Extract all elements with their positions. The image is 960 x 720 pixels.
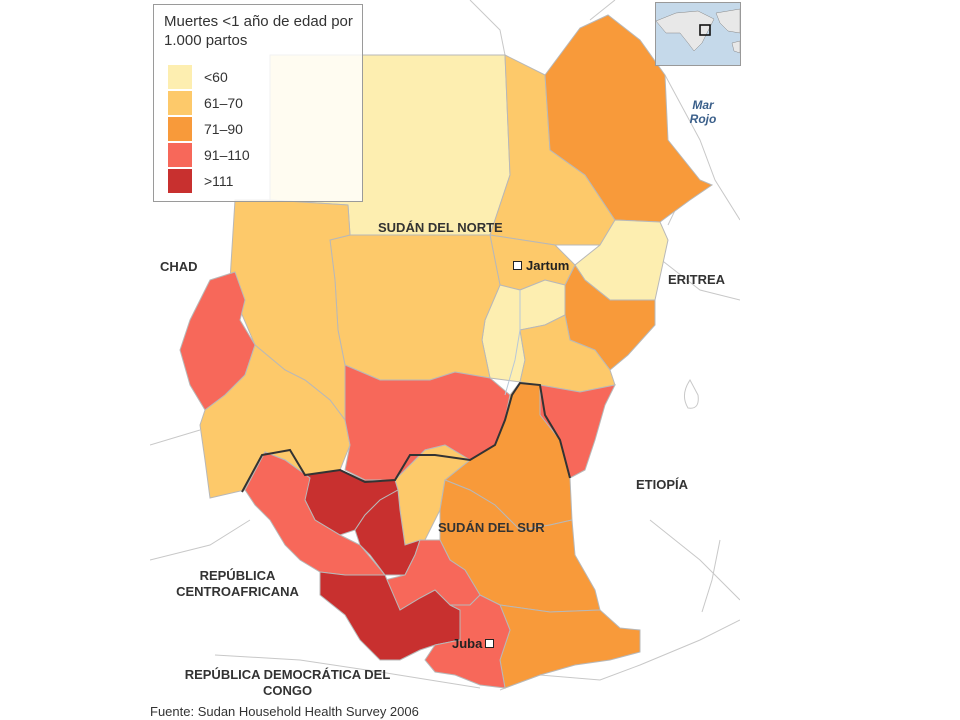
map-frame	[150, 0, 740, 720]
region-north-kordofan	[329, 234, 501, 381]
locator-inset	[655, 2, 741, 66]
legend-label: 61–70	[204, 95, 243, 111]
legend-label: 91–110	[204, 147, 250, 163]
city-label: Jartum	[526, 258, 570, 273]
legend-swatch	[168, 91, 192, 115]
locator-globe	[656, 8, 740, 54]
city-jartum: Jartum	[513, 258, 569, 273]
regions	[179, 14, 714, 689]
sudan-map	[150, 0, 740, 691]
legend: Muertes <1 año de edad por 1.000 partos …	[153, 4, 363, 202]
region-sennar	[519, 314, 616, 393]
label-rdc: REPÚBLICA DEMOCRÁTICA DEL CONGO	[184, 667, 391, 698]
city-juba: Juba	[452, 636, 495, 651]
legend-label: >111	[204, 173, 234, 189]
legend-swatch	[168, 143, 192, 167]
region-central-equatoria	[424, 594, 511, 689]
label-sudan-sur: SUDÁN DEL SUR	[438, 520, 545, 535]
nile-river	[504, 290, 521, 396]
legend-swatch	[168, 65, 192, 89]
label-chad: CHAD	[160, 259, 198, 274]
legend-item: 61–70	[168, 91, 243, 115]
source-note: Fuente: Sudan Household Health Survey 20…	[150, 704, 419, 719]
region-red-sea	[544, 14, 714, 223]
legend-item: 91–110	[168, 143, 250, 167]
legend-item: 71–90	[168, 117, 243, 141]
national-border	[241, 381, 571, 493]
legend-title: Muertes <1 año de edad por 1.000 partos	[164, 13, 353, 49]
legend-item: <60	[168, 65, 228, 89]
legend-item: >111	[168, 169, 233, 193]
legend-swatch	[168, 169, 192, 193]
label-rca: REPÚBLICA CENTROAFRICANA	[176, 568, 299, 599]
label-etiopia: ETIOPÍA	[636, 477, 689, 492]
legend-label: <60	[204, 69, 228, 85]
label-sudan-norte: SUDÁN DEL NORTE	[378, 220, 503, 235]
city-marker-icon	[513, 261, 522, 270]
legend-label: 71–90	[204, 121, 243, 137]
city-marker-icon	[485, 639, 495, 648]
legend-swatch	[168, 117, 192, 141]
city-label: Juba	[452, 636, 483, 651]
label-mar-rojo: Mar Rojo	[689, 98, 717, 126]
label-eritrea: ERITREA	[668, 272, 726, 287]
region-eastern-equatoria	[499, 604, 641, 689]
